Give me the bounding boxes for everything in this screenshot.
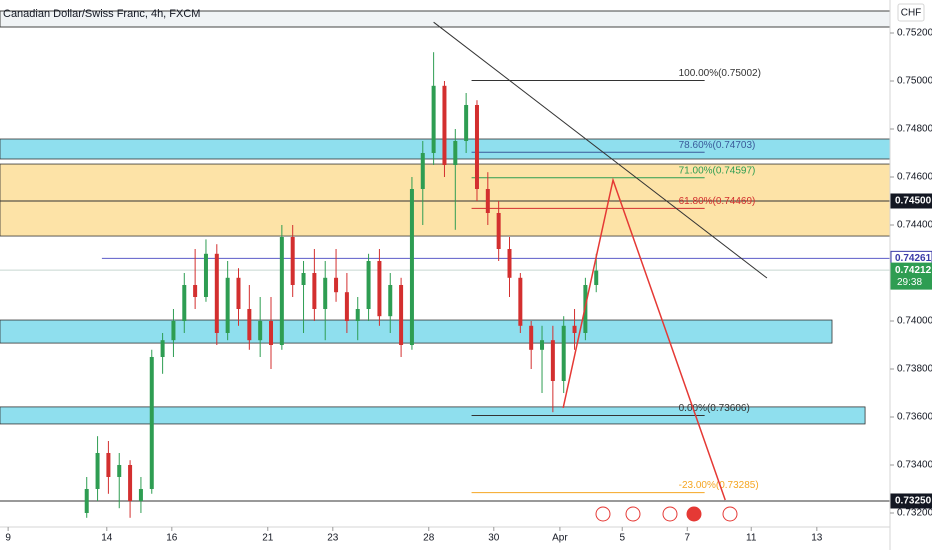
x-tick-label: 13: [811, 533, 823, 544]
candle-body: [138, 488, 143, 501]
candle-body: [420, 152, 425, 189]
candle-body: [279, 236, 284, 345]
event-icon[interactable]: [595, 506, 611, 522]
candle-body: [540, 340, 545, 350]
price-tag: [890, 193, 932, 209]
candle-body: [594, 270, 599, 285]
candle-body: [334, 277, 339, 293]
candle-body: [377, 260, 382, 317]
candle-body: [453, 140, 458, 165]
candle-body: [431, 85, 436, 153]
y-tick-label: 0.75200: [897, 28, 932, 39]
candle-body: [518, 277, 523, 326]
x-tick-label: 7: [685, 533, 691, 544]
candle-body: [269, 320, 274, 345]
y-tick-label: 0.73600: [897, 412, 932, 423]
candle-body: [485, 188, 490, 213]
candle-body: [182, 284, 187, 321]
price-tag: [890, 493, 932, 509]
x-tick-label: 11: [746, 533, 757, 544]
candle-body: [474, 104, 479, 189]
price-tag: [890, 262, 932, 290]
fib-label: 78.60%(0.74703): [679, 140, 756, 151]
price-tag-label: 0.74261: [895, 253, 932, 264]
candle-body: [128, 464, 133, 501]
event-icon[interactable]: [625, 506, 641, 522]
y-tick-label: 0.74400: [897, 220, 932, 231]
candle-body: [507, 248, 512, 278]
candle-body: [193, 284, 198, 297]
candle-body: [323, 277, 328, 309]
fib-label: 0.00%(0.73606): [679, 403, 750, 414]
candle-body: [561, 325, 566, 381]
currency-box[interactable]: [897, 3, 925, 22]
event-icons: [595, 506, 738, 522]
zone: [0, 406, 866, 425]
candle-body: [496, 212, 501, 249]
candle-body: [388, 284, 393, 317]
price-tag-label: 0.74212: [895, 265, 932, 276]
candle-body: [258, 320, 263, 341]
price-tag-label: 0.73250: [895, 496, 932, 507]
y-tick-label: 0.73800: [897, 364, 932, 375]
y-tick-label: 0.73400: [897, 460, 932, 471]
x-tick-label: 16: [166, 533, 178, 544]
candle-body: [290, 236, 295, 285]
countdown: 29:38: [897, 277, 922, 288]
fib-label: 71.00%(0.74597): [679, 165, 756, 176]
y-tick-label: 0.74800: [897, 124, 932, 135]
event-icon[interactable]: [662, 506, 678, 522]
chart-title: Canadian Dollar/Swiss Franc, 4h, FXCM: [3, 8, 200, 20]
candle-body: [149, 356, 154, 489]
projection-path: [562, 177, 726, 501]
y-tick-label: 0.74000: [897, 316, 932, 327]
x-tick-label: 21: [262, 533, 274, 544]
zone: [0, 163, 891, 237]
candle-body: [572, 325, 577, 333]
candle-body: [312, 272, 317, 309]
candle-body: [203, 253, 208, 297]
event-icon[interactable]: [722, 506, 738, 522]
y-tick-label: 0.74600: [897, 172, 932, 183]
price-tag-label: 0.74500: [895, 196, 932, 207]
candle-body: [247, 308, 252, 341]
x-tick-label: 9: [5, 533, 11, 544]
candle-body: [225, 277, 230, 333]
candle-body: [171, 320, 176, 341]
candle-body: [409, 188, 414, 345]
zone: [0, 319, 833, 344]
candle-body: [160, 340, 165, 357]
x-tick-label: 14: [101, 533, 113, 544]
x-tick-label: 23: [327, 533, 339, 544]
x-tick-label: 28: [423, 533, 435, 544]
candle-body: [344, 292, 349, 321]
candle-body: [301, 272, 306, 285]
candle-body: [106, 452, 111, 477]
candle-body: [399, 284, 404, 345]
candle-body: [95, 452, 100, 489]
candle-body: [442, 85, 447, 165]
x-tick-label: Apr: [552, 533, 568, 544]
candle-body: [529, 325, 534, 350]
candle-body: [550, 340, 555, 381]
candle-body: [366, 260, 371, 309]
fib-label: -23.00%(0.73285): [679, 480, 759, 491]
candle-body: [84, 488, 89, 513]
y-tick-label: 0.75000: [897, 76, 932, 87]
y-tick-label: 0.73200: [897, 508, 932, 519]
fib-label: 61.80%(0.74469): [679, 196, 756, 207]
currency: CHF: [901, 8, 922, 19]
candle-body: [236, 277, 241, 309]
candle-body: [464, 104, 469, 141]
candle-body: [355, 308, 360, 321]
candle-body: [214, 253, 219, 333]
x-tick-label: 5: [619, 533, 625, 544]
x-tick-label: 30: [488, 533, 500, 544]
event-icon[interactable]: [686, 506, 702, 522]
fib-label: 100.00%(0.75002): [679, 68, 761, 79]
trendline: [433, 21, 768, 279]
candle-body: [117, 464, 122, 477]
